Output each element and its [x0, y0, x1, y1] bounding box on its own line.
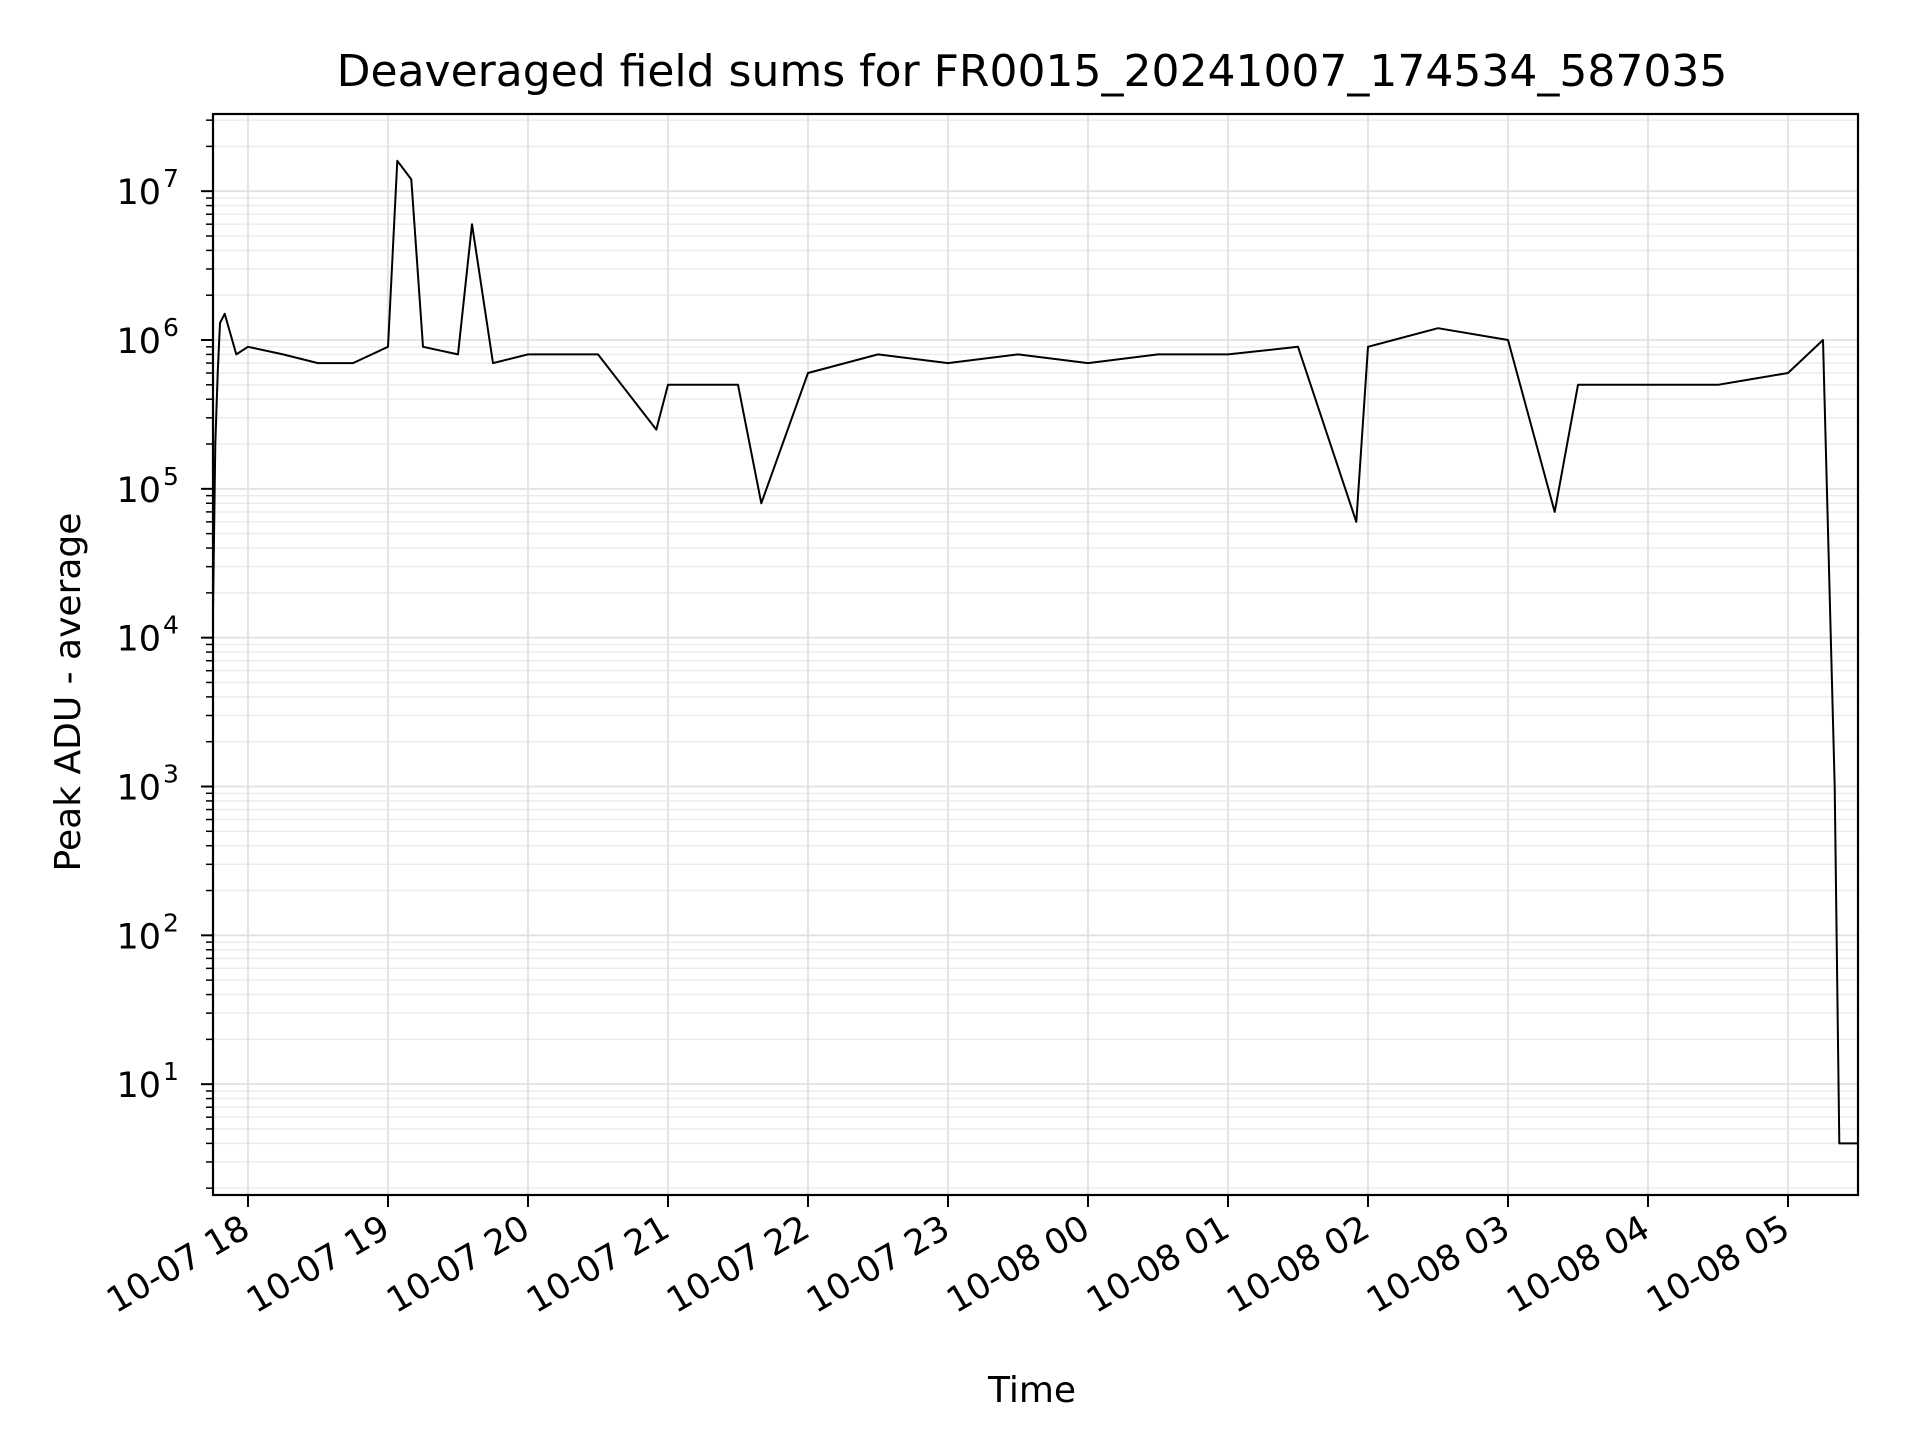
chart-title: Deaveraged field sums for FR0015_2024100…: [337, 46, 1728, 97]
y-tick-label-exponent: 6: [163, 313, 179, 342]
y-tick-label-exponent: 4: [163, 611, 179, 640]
y-tick-label-exponent: 2: [163, 908, 179, 937]
series-line-group: [212, 159, 1858, 1145]
y-tick-label: 10: [116, 1066, 161, 1106]
y-tick-label: 10: [116, 322, 161, 362]
grid: [213, 114, 1858, 1195]
series-line: [212, 159, 1858, 1145]
x-axis-label: Time: [987, 1370, 1076, 1411]
y-tick-label-exponent: 5: [163, 462, 179, 491]
y-tick-label-exponent: 1: [163, 1057, 179, 1086]
y-tick-label-exponent: 7: [163, 164, 179, 193]
y-tick-label-exponent: 3: [163, 759, 179, 788]
y-tick-label: 10: [116, 768, 161, 808]
y-tick-label: 10: [116, 471, 161, 511]
plot-frame: [211, 112, 1860, 1197]
y-tick-label: 10: [116, 620, 161, 660]
y-axis-label: Peak ADU - average: [48, 513, 89, 872]
y-tick-label: 10: [116, 173, 161, 213]
y-tick-label: 10: [116, 917, 161, 957]
